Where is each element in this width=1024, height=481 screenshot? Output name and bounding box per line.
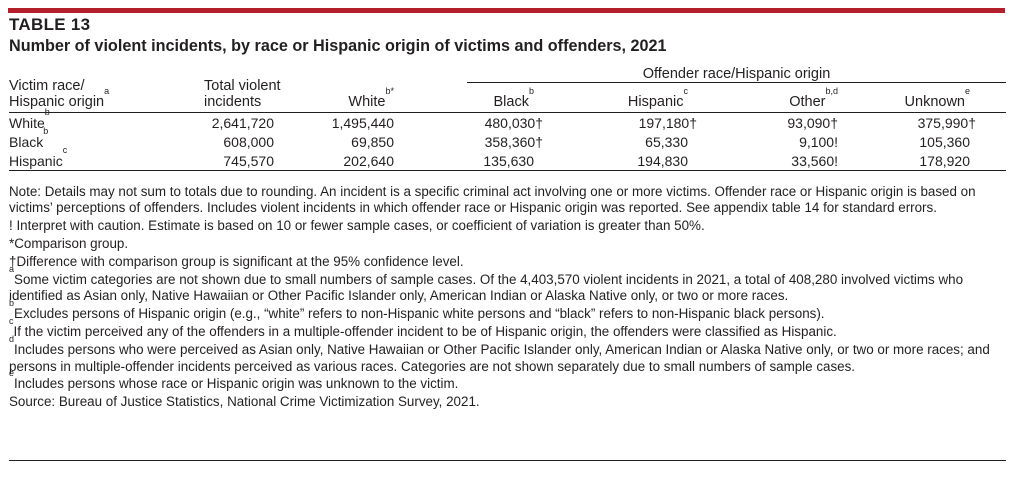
- table-bottom-rule: [9, 170, 1006, 171]
- table-row: Whiteb 2,641,720 1,495,440 480,030† 197,…: [9, 107, 976, 132]
- other-column-header: Otherb,d: [789, 86, 838, 111]
- white-column-header: Whiteb*: [348, 86, 394, 111]
- table-row: Hispanicc 745,570 202,640 135,630 194,83…: [9, 145, 970, 170]
- group-header-rule: [467, 82, 1006, 83]
- total-column-header: Total violent incidents: [204, 78, 281, 110]
- footnote-c: cIf the victim perceived any of the offe…: [9, 316, 837, 340]
- footnote-e: eIncludes persons whose race or Hispanic…: [9, 368, 459, 392]
- header-rule: [9, 112, 1006, 113]
- offender-group-header: Offender race/Hispanic origin: [642, 66, 831, 82]
- end-rule: [9, 460, 1006, 461]
- unknown-column-header: Unknowne: [904, 86, 970, 111]
- accent-bar: [8, 8, 1005, 13]
- hispanic-column-header: Hispanicc: [627, 86, 688, 111]
- table-title: Number of violent incidents, by race or …: [9, 37, 667, 55]
- footnote-d: dIncludes persons who were perceived as …: [9, 334, 990, 374]
- table-row: Blackb 608,000 69,850 358,360† 65,330 9,…: [9, 126, 970, 151]
- note-main: Note: Details may not sum to totals due …: [9, 184, 976, 216]
- footnote-b: bExcludes persons of Hispanic origin (e.…: [9, 298, 825, 322]
- table-header: Offender race/Hispanic origin Victim rac…: [9, 66, 1006, 112]
- black-column-header: Blackb: [493, 86, 534, 111]
- footnote-a: aSome victim categories are not shown du…: [9, 264, 964, 304]
- note-comparison: *Comparison group.: [9, 236, 129, 252]
- table-label: TABLE 13: [9, 15, 91, 34]
- note-dagger: †Difference with comparison group is sig…: [9, 254, 464, 270]
- table-notes: Note: Details may not sum to totals due …: [9, 184, 1009, 412]
- source-note: Source: Bureau of Justice Statistics, Na…: [9, 394, 480, 410]
- note-caution: ! Interpret with caution. Estimate is ba…: [9, 218, 705, 234]
- data-table: Offender race/Hispanic origin Victim rac…: [9, 66, 1006, 171]
- victim-column-header: Victim race/ Hispanic origina: [9, 78, 110, 110]
